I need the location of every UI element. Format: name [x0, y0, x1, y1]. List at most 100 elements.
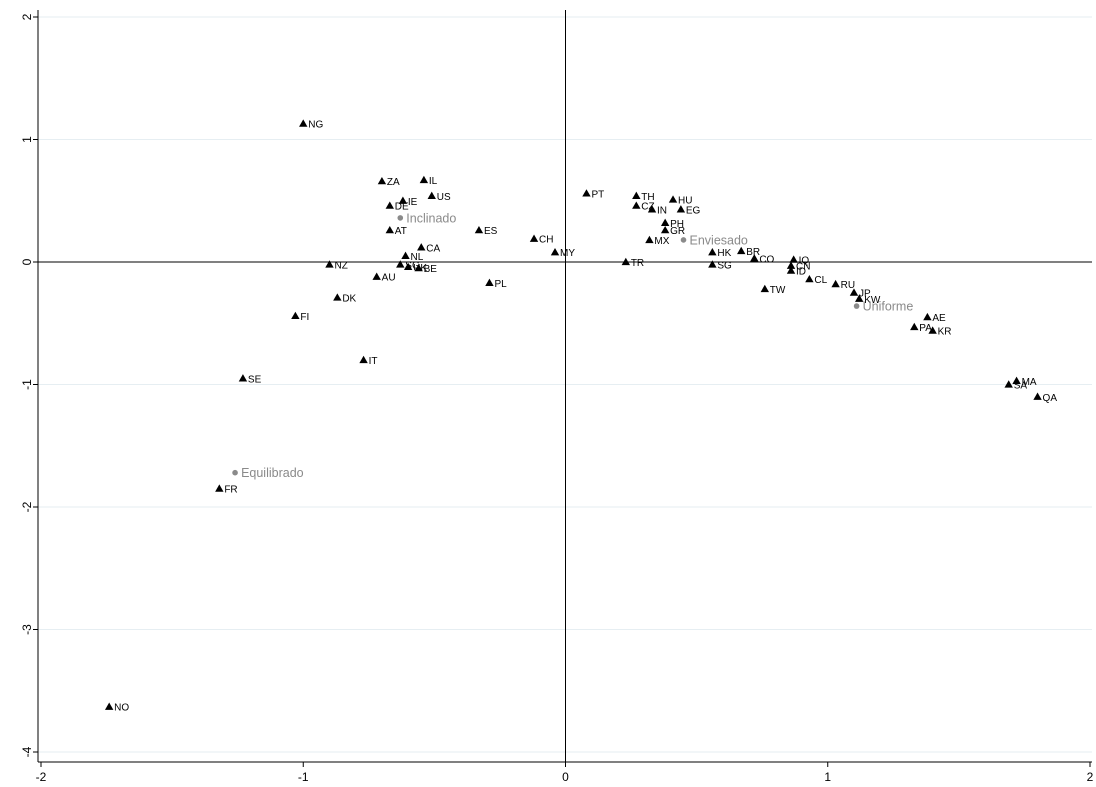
data-point-label: NO	[114, 703, 129, 714]
data-point-marker	[474, 225, 484, 234]
data-point-label: SE	[248, 374, 262, 385]
data-point-label: HK	[717, 248, 731, 259]
data-points: NGZAILUSIEDEATESCANLSGUKBENZAUDKFIITSEFR…	[104, 119, 1057, 714]
x-tick-label: 1	[824, 770, 831, 784]
data-point-marker	[396, 260, 405, 268]
category-point-marker	[853, 303, 860, 309]
reference-lines	[38, 10, 1092, 762]
y-tick-label: -2	[20, 501, 34, 512]
data-point-label: SG	[405, 260, 420, 271]
category-points: Inclinado Enviesado Uniforme Equilibrado	[232, 211, 913, 480]
data-point-label: PA	[919, 323, 932, 334]
data-point-marker	[333, 293, 342, 301]
data-point-label: SA	[1014, 381, 1028, 392]
data-point-marker	[485, 278, 494, 286]
data-point-marker	[377, 176, 387, 185]
data-point-marker	[529, 234, 539, 242]
data-point-marker	[417, 243, 426, 251]
data-point-marker	[427, 191, 436, 199]
data-point-marker	[923, 312, 932, 321]
data-point-label: KW	[864, 295, 881, 306]
data-point-label: US	[437, 192, 451, 203]
data-point-marker	[632, 201, 641, 209]
data-point-label: DE	[395, 202, 409, 213]
data-point-label: AU	[382, 273, 396, 284]
data-point-marker	[398, 196, 408, 204]
data-point-label: TW	[770, 285, 786, 296]
data-point-marker	[750, 254, 759, 262]
data-point-marker	[708, 260, 717, 268]
data-point-label: NL	[411, 252, 424, 263]
data-point-marker	[805, 274, 814, 283]
data-point-marker	[299, 119, 308, 127]
data-point-label: SG	[717, 260, 732, 271]
y-tick-label: 0	[20, 258, 34, 265]
data-point-marker	[104, 702, 114, 710]
data-point-marker	[1012, 376, 1021, 384]
data-point-label: IQ	[799, 256, 810, 267]
data-point-marker	[359, 355, 368, 364]
data-point-marker	[385, 225, 394, 234]
data-point-label: BR	[746, 247, 760, 258]
data-point-label: IT	[369, 356, 378, 367]
category-point-marker	[232, 469, 238, 476]
data-point-marker	[660, 225, 670, 234]
data-point-marker	[385, 201, 394, 209]
data-point-marker	[737, 246, 746, 255]
y-tick-label: -3	[20, 624, 34, 635]
data-point-marker	[238, 374, 248, 382]
data-point-marker	[215, 484, 224, 492]
data-point-marker	[291, 311, 300, 320]
data-point-label: PT	[591, 189, 604, 200]
data-point-marker	[1004, 380, 1013, 388]
category-point-marker	[397, 215, 404, 221]
data-point-label: MA	[1022, 377, 1037, 388]
data-point-marker	[621, 257, 631, 266]
data-point-label: PL	[494, 279, 507, 290]
data-point-marker	[645, 235, 654, 244]
data-point-label: CZ	[641, 202, 654, 213]
data-point-label: IN	[657, 205, 667, 216]
data-point-label: KR	[938, 327, 952, 338]
data-point-label: IE	[408, 197, 418, 208]
data-point-marker	[550, 248, 560, 256]
data-point-label: BE	[424, 264, 438, 275]
data-point-marker	[632, 191, 641, 199]
y-tick-label: 2	[20, 13, 34, 20]
data-point-marker	[855, 294, 864, 302]
data-point-marker	[414, 263, 423, 272]
data-point-label: IL	[429, 176, 438, 187]
data-point-label: TR	[631, 258, 644, 269]
y-tick-label: 1	[20, 136, 34, 143]
data-point-label: MX	[654, 236, 669, 247]
data-point-marker	[1033, 392, 1042, 400]
data-point-marker	[419, 175, 429, 184]
y-tick-label: -1	[20, 379, 34, 390]
data-point-label: FI	[300, 312, 309, 323]
category-point-marker	[680, 237, 687, 243]
data-point-label: ZA	[387, 177, 400, 188]
x-tick-label: 0	[562, 770, 569, 784]
data-point-marker	[831, 279, 840, 288]
data-point-label: GR	[670, 226, 685, 237]
data-point-marker	[789, 255, 798, 263]
data-point-label: AT	[395, 226, 407, 237]
data-point-marker	[760, 284, 770, 293]
data-point-marker	[910, 322, 919, 331]
data-point-label: NZ	[334, 260, 347, 271]
data-point-marker	[676, 205, 686, 213]
category-point-label: Equilibrado	[241, 466, 304, 480]
data-point-marker	[403, 262, 413, 271]
data-point-label: DK	[342, 294, 356, 305]
data-point-label: TH	[641, 192, 654, 203]
data-point-label: RU	[841, 280, 855, 291]
data-point-marker	[647, 205, 657, 213]
data-point-marker	[928, 326, 937, 334]
data-point-label: CO	[759, 254, 774, 265]
category-point-label: Inclinado	[406, 211, 456, 225]
data-point-label: ID	[796, 267, 806, 278]
data-point-label: FR	[224, 485, 237, 496]
x-tick-label: 2	[1087, 770, 1094, 784]
